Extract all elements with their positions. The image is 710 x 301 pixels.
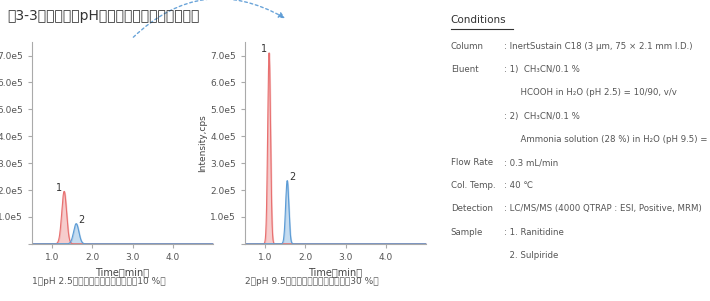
- Text: 2: 2: [78, 215, 84, 225]
- Text: Ammonia solution (28 %) in H₂O (pH 9.5) = 30/70, v/v: Ammonia solution (28 %) in H₂O (pH 9.5) …: [504, 135, 710, 144]
- Text: 2. Sulpiride: 2. Sulpiride: [504, 251, 559, 260]
- Text: : LC/MS/MS (4000 QTRAP : ESI, Positive, MRM): : LC/MS/MS (4000 QTRAP : ESI, Positive, …: [504, 204, 702, 213]
- Text: Sample: Sample: [451, 228, 484, 237]
- Text: : 1. Ranitidine: : 1. Ranitidine: [504, 228, 564, 237]
- Text: : InertSustain C18 (3 μm, 75 × 2.1 mm I.D.): : InertSustain C18 (3 μm, 75 × 2.1 mm I.…: [504, 42, 692, 51]
- Text: Col. Temp.: Col. Temp.: [451, 181, 496, 190]
- X-axis label: Time（min）: Time（min）: [308, 267, 363, 278]
- Text: Flow Rate: Flow Rate: [451, 158, 493, 167]
- X-axis label: Time（min）: Time（min）: [95, 267, 150, 278]
- Text: Eluent: Eluent: [451, 65, 479, 74]
- Text: : 2)  CH₃CN/0.1 %: : 2) CH₃CN/0.1 %: [504, 112, 580, 121]
- Text: Detection: Detection: [451, 204, 493, 213]
- Text: 2: 2: [289, 172, 295, 182]
- Text: 2）pH 9.5の時（アセトニトリル濃度30 %）: 2）pH 9.5の時（アセトニトリル濃度30 %）: [245, 277, 378, 286]
- Text: 図3-3　溶離液のpH変更による分離改善の一例: 図3-3 溶離液のpH変更による分離改善の一例: [7, 9, 200, 23]
- Text: : 1)  CH₃CN/0.1 %: : 1) CH₃CN/0.1 %: [504, 65, 580, 74]
- Text: : 0.3 mL/min: : 0.3 mL/min: [504, 158, 558, 167]
- Text: 1: 1: [261, 44, 267, 54]
- Text: Column: Column: [451, 42, 484, 51]
- Text: 1）pH 2.5の時（アセトニトリル濃度10 %）: 1）pH 2.5の時（アセトニトリル濃度10 %）: [32, 277, 165, 286]
- Text: : 40 ℃: : 40 ℃: [504, 181, 533, 190]
- Text: Conditions: Conditions: [451, 15, 506, 25]
- Y-axis label: Intensity,cps: Intensity,cps: [198, 114, 207, 172]
- Text: HCOOH in H₂O (pH 2.5) = 10/90, v/v: HCOOH in H₂O (pH 2.5) = 10/90, v/v: [504, 88, 677, 98]
- Text: 1: 1: [56, 183, 62, 193]
